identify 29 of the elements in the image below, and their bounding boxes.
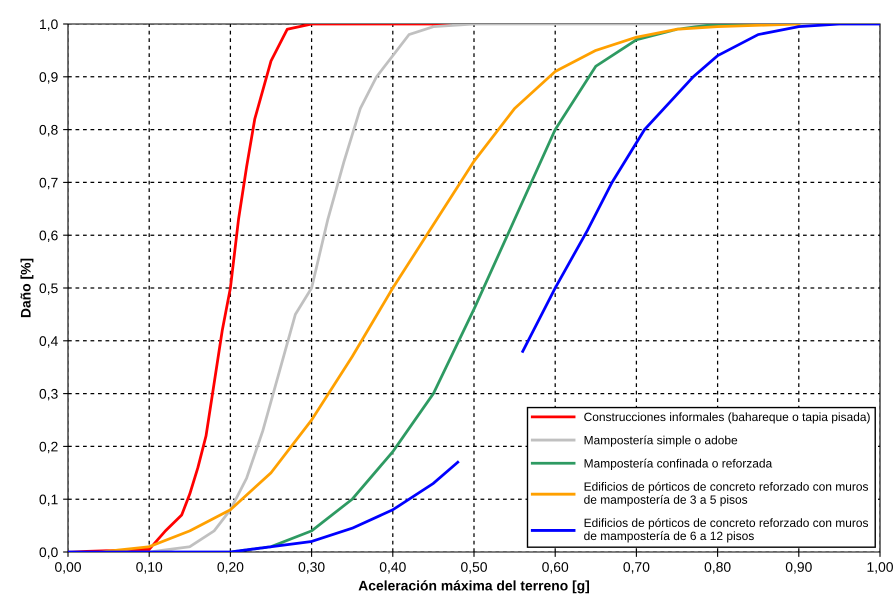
legend-label: Mampostería confinada o reforzada xyxy=(584,458,772,470)
legend-label: Construcciones informales (bahareque o tapia pisada) xyxy=(584,412,870,424)
x-tick-label: 0,60 xyxy=(542,562,568,574)
y-tick-label: 0,7 xyxy=(40,178,58,190)
y-tick-label: 0,0 xyxy=(40,547,58,559)
x-tick-label: 0,40 xyxy=(380,562,406,574)
x-tick-label: 0,90 xyxy=(786,562,812,574)
y-tick-label: 0,6 xyxy=(40,230,58,242)
y-tick-label: 0,4 xyxy=(40,336,58,348)
x-axis-title: Aceleración máxima del terreno [g] xyxy=(358,580,590,594)
x-tick-label: 0,70 xyxy=(623,562,650,574)
legend-label: Mampostería simple o adobe xyxy=(584,435,738,447)
y-tick-label: 0,8 xyxy=(40,124,58,136)
y-tick-label: 0,3 xyxy=(40,388,58,400)
x-tick-label: 0,10 xyxy=(136,562,162,574)
y-tick-label: 0,2 xyxy=(40,442,58,454)
x-tick-label: 1,00 xyxy=(868,562,893,574)
y-tick-label: 0,9 xyxy=(40,72,58,84)
legend-label: Edificios de pórticos de concreto reforzado con muros de mampostería de 6 a 12 pisos xyxy=(584,518,868,542)
y-axis-title: Daño [%] xyxy=(20,258,34,318)
y-tick-label: 0,1 xyxy=(40,494,58,506)
y-tick-label: 0,5 xyxy=(40,283,58,295)
x-tick-label: 0,30 xyxy=(298,562,325,574)
x-tick-label: 0,00 xyxy=(55,562,81,574)
x-tick-label: 0,50 xyxy=(461,562,487,574)
x-tick-label: 0,20 xyxy=(217,562,244,574)
legend-label: Edificios de pórticos de concreto reforzado con muros de mampostería de 3 a 5 pisos xyxy=(584,482,868,506)
x-tick-label: 0,80 xyxy=(704,562,731,574)
y-tick-label: 1,0 xyxy=(40,19,58,31)
